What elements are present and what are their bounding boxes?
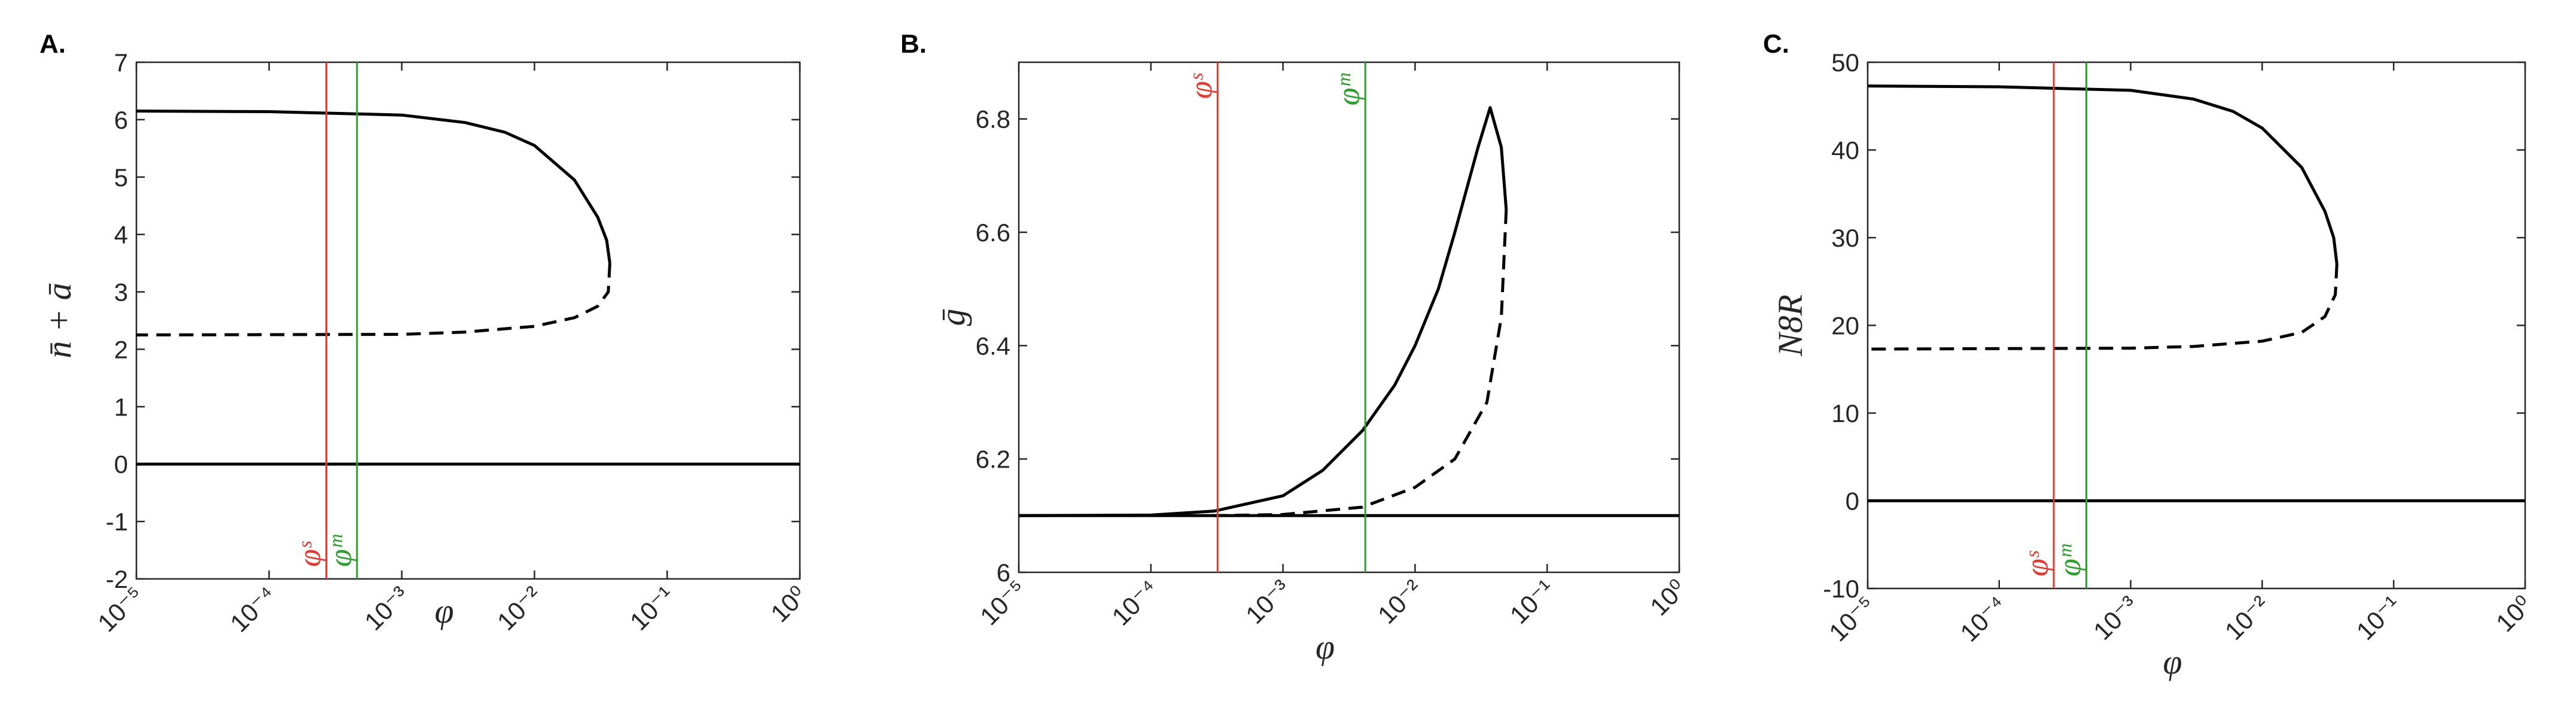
curve <box>1214 209 1508 517</box>
threshold-label: φᵐ <box>1330 73 1366 106</box>
y-tick-label: 0 <box>1846 487 1859 515</box>
x-tick-label: 10⁻⁴ <box>1954 590 2011 647</box>
y-tick-label: -10 <box>1823 575 1859 603</box>
y-tick-label: 6.2 <box>976 445 1010 474</box>
x-tick-label: 10⁻¹ <box>1505 574 1560 629</box>
threshold-label: φˢ <box>291 541 327 567</box>
y-tick-label: 50 <box>1831 48 1859 77</box>
y-tick-label: 3 <box>114 278 128 307</box>
y-tick-label: 10 <box>1831 399 1859 427</box>
curve <box>1867 84 2339 265</box>
x-axis-label: φ <box>2163 642 2182 681</box>
y-tick-label: 6 <box>997 559 1010 587</box>
threshold-label: φˢ <box>2019 550 2055 577</box>
y-axis-label: N8R <box>1771 295 1810 357</box>
x-tick-label: 10⁻² <box>2219 590 2274 645</box>
curve <box>136 263 611 336</box>
threshold-label: φᵐ <box>2051 544 2087 577</box>
curve <box>1018 106 1508 517</box>
y-tick-label: 5 <box>114 163 128 192</box>
y-tick-label: 40 <box>1831 136 1859 165</box>
threshold-label: φˢ <box>1183 72 1219 99</box>
y-tick-label: 6.8 <box>976 105 1010 133</box>
y-tick-label: 0 <box>114 450 128 478</box>
y-axis-label: n̄ + ā <box>39 283 78 358</box>
y-tick-label: 4 <box>114 221 128 249</box>
threshold-label: φᵐ <box>322 534 358 567</box>
x-tick-label: 10⁰ <box>765 581 812 627</box>
y-tick-label: 6.4 <box>976 332 1010 360</box>
y-tick-label: -1 <box>106 508 128 536</box>
plot-area <box>1866 61 2526 590</box>
y-tick-label: 6.6 <box>976 219 1010 247</box>
x-tick-label: 10⁻² <box>1372 574 1427 629</box>
x-tick-label: 10⁻² <box>492 581 547 636</box>
panel-label: C. <box>1763 29 1789 59</box>
curve <box>1867 263 2339 351</box>
y-tick-label: -2 <box>106 565 128 593</box>
y-tick-label: 2 <box>114 335 128 363</box>
y-tick-label: 1 <box>114 393 128 421</box>
x-tick-label: 10⁻⁴ <box>224 581 281 638</box>
x-tick-label: 10⁻³ <box>1240 574 1295 629</box>
panel-label: B. <box>900 29 927 59</box>
plot-area <box>1018 61 1680 574</box>
y-tick-label: 6 <box>114 106 128 134</box>
x-axis-label: φ <box>434 591 453 630</box>
x-tick-label: 10⁻¹ <box>625 581 680 636</box>
curve <box>136 110 611 263</box>
x-tick-label: 10⁰ <box>2490 590 2537 637</box>
x-tick-label: 10⁰ <box>1645 574 1691 621</box>
x-tick-label: 10⁻¹ <box>2351 590 2406 645</box>
y-axis-label: ḡ <box>933 309 972 326</box>
x-tick-label: 10⁻³ <box>359 581 414 636</box>
y-tick-label: 20 <box>1831 312 1859 340</box>
y-tick-label: 7 <box>114 48 128 77</box>
plot-area <box>135 61 801 580</box>
x-tick-label: 10⁻³ <box>2088 590 2143 645</box>
x-tick-label: 10⁻⁴ <box>1106 574 1163 631</box>
x-axis-label: φ <box>1316 627 1335 666</box>
y-tick-label: 30 <box>1831 224 1859 252</box>
panel-label: A. <box>39 29 66 59</box>
